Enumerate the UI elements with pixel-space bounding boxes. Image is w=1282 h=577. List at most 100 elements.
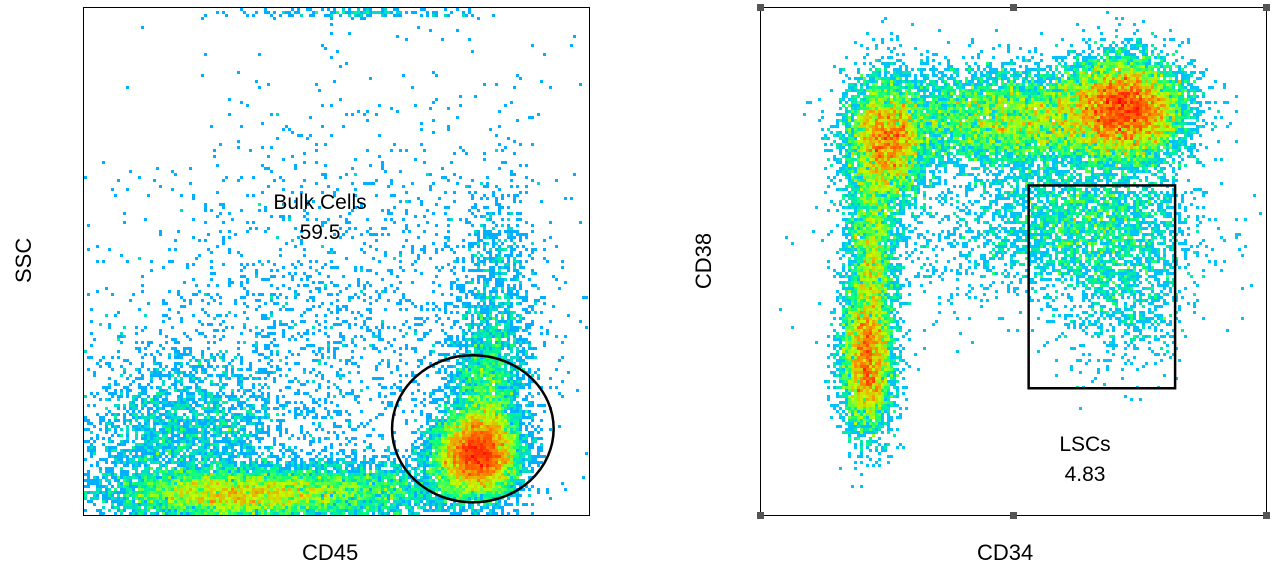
density-cell — [357, 311, 360, 314]
density-cell — [195, 443, 198, 446]
density-cell — [468, 389, 471, 392]
density-cell — [411, 392, 414, 395]
density-cell — [120, 428, 123, 431]
density-cell — [141, 434, 144, 437]
density-cell — [228, 452, 231, 455]
density-cell — [249, 374, 252, 377]
density-cell — [483, 398, 486, 401]
density-cell — [444, 428, 447, 431]
density-cell — [477, 461, 480, 464]
density-cell — [339, 449, 342, 452]
density-cell — [522, 347, 525, 350]
density-cell — [168, 308, 171, 311]
density-cell — [492, 449, 495, 452]
density-cell — [516, 341, 519, 344]
density-cell — [174, 404, 177, 407]
density-cell — [141, 284, 144, 287]
density-cell — [93, 374, 96, 377]
density-cell — [216, 431, 219, 434]
density-cell — [504, 230, 507, 233]
density-cell — [216, 11, 219, 14]
density-cell — [531, 416, 534, 419]
density-cell — [240, 374, 243, 377]
density-cell — [351, 113, 354, 116]
density-cell — [510, 464, 513, 467]
density-cell — [237, 431, 240, 434]
density-cell — [480, 419, 483, 422]
density-cell — [459, 464, 462, 467]
density-cell — [183, 434, 186, 437]
density-cell — [282, 332, 285, 335]
density-cell — [480, 317, 483, 320]
density-cell — [516, 419, 519, 422]
density-cell — [174, 461, 177, 464]
density-cell — [471, 332, 474, 335]
density-cell — [384, 449, 387, 452]
density-cell — [414, 419, 417, 422]
density-cell — [450, 422, 453, 425]
density-cell — [318, 329, 321, 332]
density-cell — [501, 257, 504, 260]
density-cell — [372, 455, 375, 458]
density-cell — [144, 347, 147, 350]
density-cell — [303, 404, 306, 407]
density-cell — [399, 14, 402, 17]
density-cell — [549, 428, 552, 431]
density-cell — [447, 401, 450, 404]
density-cell — [510, 413, 513, 416]
density-cell — [510, 467, 513, 470]
density-cell — [291, 326, 294, 329]
density-cell — [255, 335, 258, 338]
density-cell — [174, 422, 177, 425]
density-cell — [315, 320, 318, 323]
density-cell — [399, 149, 402, 152]
density-cell — [261, 263, 264, 266]
density-cell — [198, 440, 201, 443]
density-cell — [219, 458, 222, 461]
density-cell — [528, 449, 531, 452]
density-cell — [438, 458, 441, 461]
density-cell — [219, 434, 222, 437]
density-cell — [201, 452, 204, 455]
density-cell — [564, 197, 567, 200]
density-cell — [501, 434, 504, 437]
density-cell — [492, 302, 495, 305]
density-cell — [390, 401, 393, 404]
density-cell — [450, 455, 453, 458]
density-cell — [213, 407, 216, 410]
density-cell — [273, 11, 276, 14]
density-cell — [318, 458, 321, 461]
density-cell — [318, 305, 321, 308]
density-cell — [378, 464, 381, 467]
density-cell — [234, 314, 237, 317]
density-cell — [447, 431, 450, 434]
density-cell — [264, 371, 267, 374]
density-cell — [276, 455, 279, 458]
density-cell — [240, 467, 243, 470]
density-cell — [237, 440, 240, 443]
density-cell — [423, 431, 426, 434]
density-cell — [228, 398, 231, 401]
density-cell — [417, 464, 420, 467]
density-cell — [243, 446, 246, 449]
density-cell — [315, 359, 318, 362]
density-cell — [411, 251, 414, 254]
density-cell — [399, 380, 402, 383]
density-cell — [273, 467, 276, 470]
density-cell — [537, 464, 540, 467]
density-cell — [219, 230, 222, 233]
density-cell — [402, 230, 405, 233]
density-cell — [465, 401, 468, 404]
density-cell — [261, 425, 264, 428]
density-cell — [234, 449, 237, 452]
density-cell — [369, 446, 372, 449]
density-cell — [366, 119, 369, 122]
density-cell — [486, 422, 489, 425]
density-cell — [399, 266, 402, 269]
density-cell — [435, 248, 438, 251]
density-cell — [510, 410, 513, 413]
density-cell — [456, 467, 459, 470]
density-cell — [186, 428, 189, 431]
density-cell — [183, 347, 186, 350]
density-cell — [294, 377, 297, 380]
